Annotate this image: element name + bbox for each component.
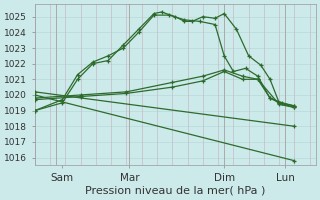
- X-axis label: Pression niveau de la mer( hPa ): Pression niveau de la mer( hPa ): [85, 186, 266, 196]
